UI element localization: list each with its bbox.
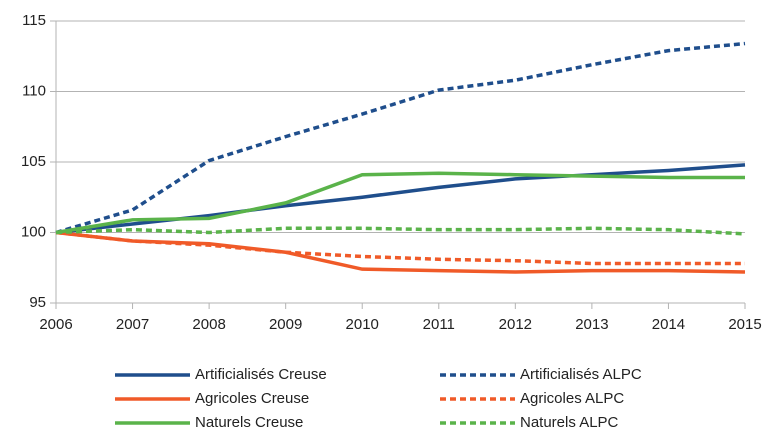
y-tick-label: 100 [21,223,46,240]
legend-label: Agricoles Creuse [195,390,309,407]
series-line [55,171,745,235]
x-tick-label: 2010 [346,316,379,333]
legend-label: Naturels Creuse [195,414,303,431]
x-tick-label: 2008 [192,316,225,333]
y-tick-label: 115 [22,12,46,29]
y-tick-label: 105 [21,153,46,170]
x-tick-label: 2007 [116,316,149,333]
legend-label: Naturels ALPC [520,414,619,431]
x-tick-label: 2014 [652,316,685,333]
y-tick-label: 110 [22,82,46,99]
x-tick-label: 2006 [39,316,72,333]
series-line [55,41,746,235]
legend-label: Artificialisés Creuse [195,366,327,383]
x-tick-label: 2012 [499,316,532,333]
series-line [55,226,746,236]
x-tick-label: 2013 [575,316,608,333]
series-line [55,230,745,266]
x-tick-label: 2011 [423,316,455,333]
x-tick-label: 2009 [269,316,302,333]
legend-label: Artificialisés ALPC [520,366,642,383]
x-tick-label: 2015 [728,316,761,333]
y-tick-label: 95 [29,294,46,311]
legend-label: Agricoles ALPC [520,390,624,407]
series-line [55,230,746,274]
